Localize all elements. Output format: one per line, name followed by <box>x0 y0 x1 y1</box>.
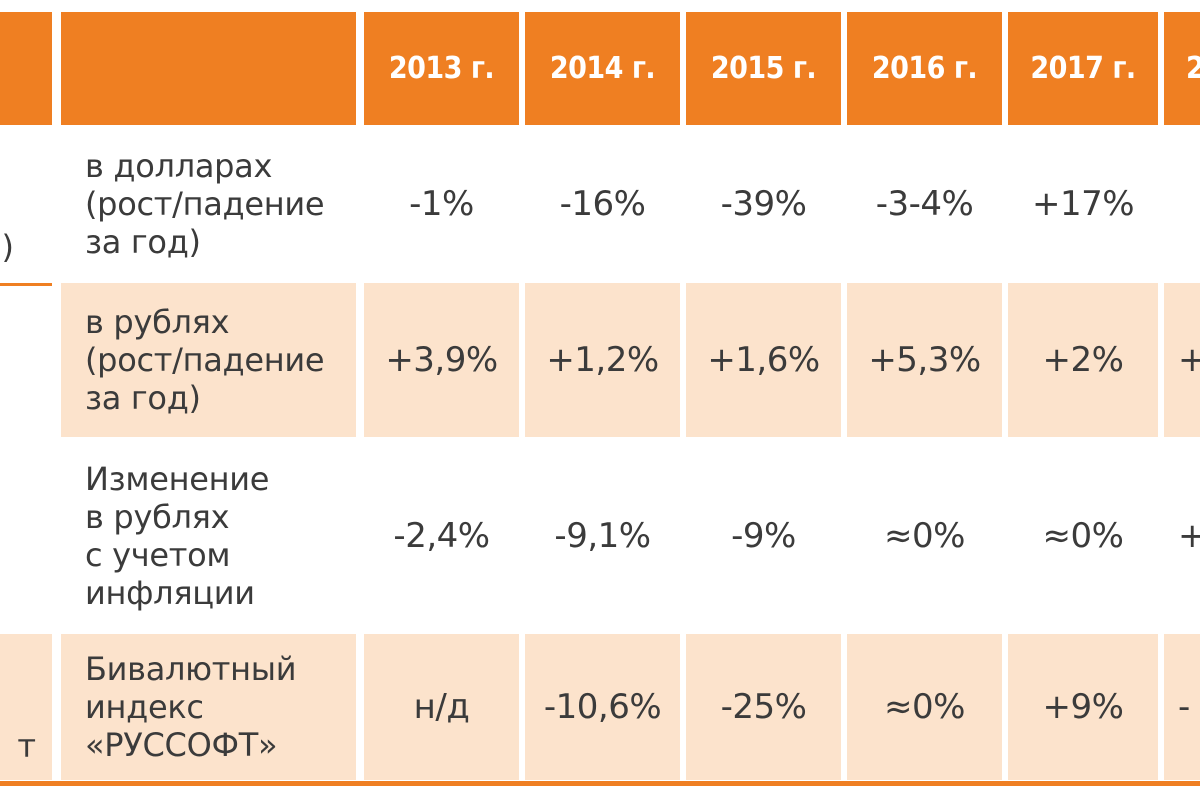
value-inflation-2015: -9% <box>731 516 796 556</box>
header-year-2016: 2016 г. <box>847 12 1002 125</box>
value-index-2017: +9% <box>1008 634 1158 780</box>
left-fragment-row1: ) <box>1 228 14 266</box>
left-divider-line <box>0 283 52 286</box>
value-inflation-2017: ≈0% <box>1042 516 1124 556</box>
value-usd-2016: -3-4% <box>875 184 974 224</box>
header-year-2017: 2017 г. <box>1008 12 1158 125</box>
left-fragment-row4: т <box>17 727 36 765</box>
value-index-2015: -25% <box>686 634 841 780</box>
header-year-2015: 2015 г. <box>686 12 841 125</box>
header-year-2014: 2014 г. <box>525 12 680 125</box>
value-rub-2015: +1,6% <box>686 283 841 437</box>
value-rub-2016: +5,3% <box>847 283 1002 437</box>
row-label-rub: в рублях (рост/падение за год) <box>61 283 356 437</box>
value-usd-2015: -39% <box>720 184 807 224</box>
value-usd-2014: -16% <box>559 184 646 224</box>
value-usd-2013: -1% <box>409 184 474 224</box>
value-index-2013: н/д <box>364 634 519 780</box>
row-label-usd: в долларах (рост/падение за год) <box>85 147 325 261</box>
value-index-clipped: - <box>1164 634 1200 780</box>
value-usd-clipped <box>1164 136 1200 272</box>
value-rub-2014: +1,2% <box>525 283 680 437</box>
header-year-2013: 2013 г. <box>364 12 519 125</box>
value-index-2014: -10,6% <box>525 634 680 780</box>
header-label-cell <box>61 12 356 125</box>
value-usd-2017: +17% <box>1031 184 1135 224</box>
row-label-bicurrency-index: Бивалютный индекс «РУССОФТ» <box>61 634 356 780</box>
value-rub-2013: +3,9% <box>364 283 519 437</box>
header-year-clipped: 2 <box>1164 12 1200 125</box>
value-inflation-2016: ≈0% <box>884 516 965 556</box>
left-tint-row4 <box>0 634 52 780</box>
table-bottom-rule <box>0 781 1200 786</box>
row-label-inflation: Изменение в рублях с учетом инфляции <box>85 460 270 612</box>
value-inflation-2013: -2,4% <box>393 516 490 556</box>
value-rub-2017: +2% <box>1008 283 1158 437</box>
value-rub-clipped: + <box>1164 283 1200 437</box>
value-inflation-clipped: + <box>1178 516 1200 556</box>
value-index-2016: ≈0% <box>847 634 1002 780</box>
value-inflation-2014: -9,1% <box>554 516 651 556</box>
header-corner-cell <box>0 12 52 125</box>
